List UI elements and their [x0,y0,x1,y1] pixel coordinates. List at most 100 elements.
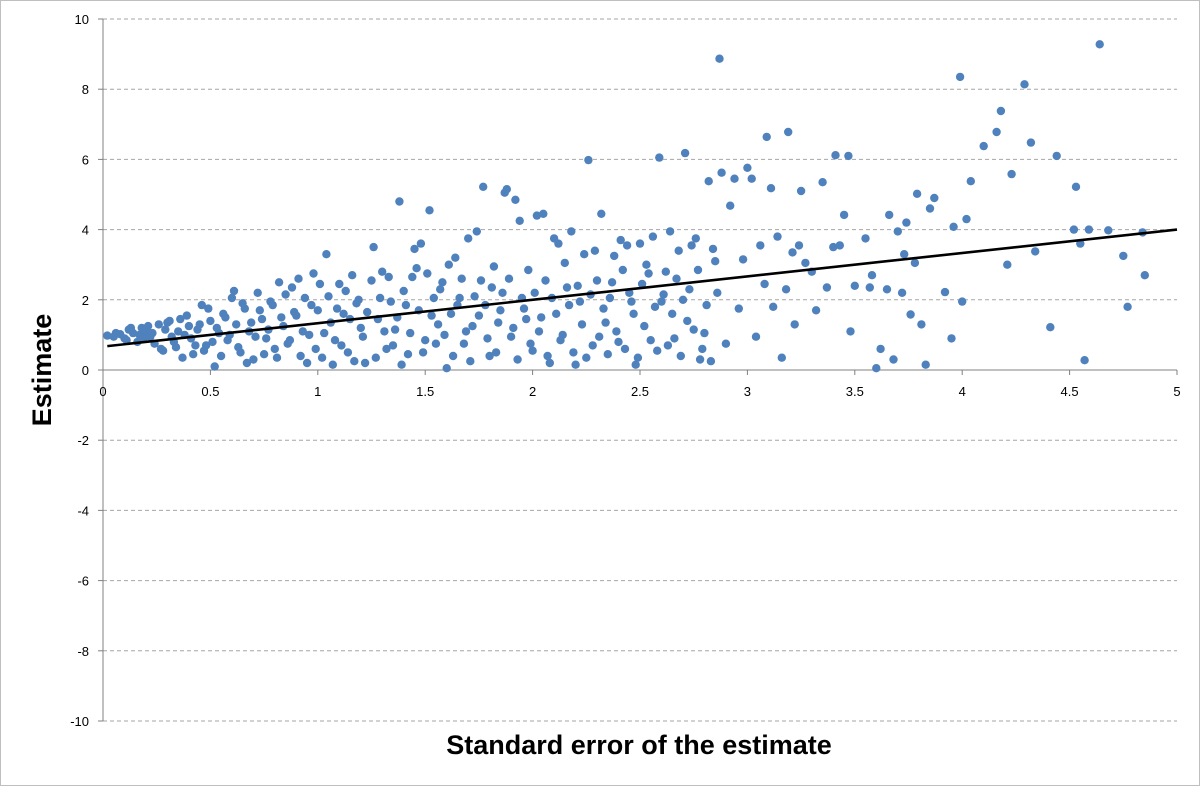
data-point [526,339,535,348]
data-point [966,177,975,186]
data-point [494,318,503,327]
data-point [629,309,638,318]
data-point [612,327,621,336]
data-point [1046,323,1055,332]
data-point [440,330,449,340]
data-point [307,300,316,310]
data-point [627,297,636,306]
data-point [687,241,696,250]
trendline-group [107,228,1178,348]
data-point [784,127,793,137]
data-point [676,351,685,361]
data-point [442,364,451,373]
data-point [268,300,277,310]
data-point [122,336,131,345]
data-point [646,336,655,345]
data-point [781,285,791,294]
x-tick-label: 5 [1173,384,1180,399]
data-point [451,253,460,262]
data-point [622,241,632,250]
data-point [818,178,827,187]
data-point [300,293,310,303]
data-point [706,357,716,366]
data-point [979,141,988,151]
data-point [829,242,838,252]
data-point [367,276,376,285]
data-point [208,337,217,347]
data-point [715,54,724,63]
data-point [695,355,705,364]
data-point [354,295,363,304]
data-point [532,211,542,220]
data-point [390,325,400,334]
data-point [906,310,915,319]
x-tick-label: 1.5 [416,384,434,399]
data-point [363,307,372,317]
data-point [165,316,174,326]
data-point [885,210,894,220]
data-point [232,320,241,329]
data-point [962,214,971,224]
data-point [889,355,898,364]
data-point [537,313,546,322]
data-point [704,177,713,186]
data-point [111,328,121,338]
data-point [524,265,533,275]
x-tick-label: 2.5 [631,384,649,399]
data-point [433,320,443,329]
data-point [174,327,183,336]
data-point [569,348,578,357]
y-tick-label: 0 [82,363,89,378]
data-point [339,309,348,318]
data-point [717,168,726,177]
data-point [564,300,574,310]
data-point [216,351,226,361]
data-point [670,334,679,343]
data-point [659,290,668,299]
data-point [635,239,645,248]
data-point [726,201,735,210]
data-point [693,265,703,275]
data-point [541,276,550,285]
data-point [788,248,797,257]
y-axis-title: Estimate [27,314,57,427]
data-point [281,290,290,299]
data-point [571,360,580,369]
data-point [408,272,417,282]
x-tick-label: 3.5 [846,384,864,399]
data-point [356,323,365,333]
data-point [253,288,262,297]
data-point [1084,225,1094,234]
data-point [350,357,359,366]
data-point [1071,182,1081,191]
data-point [348,271,357,280]
data-point [423,269,432,278]
data-point [403,350,413,359]
data-point [668,309,677,318]
data-point [476,276,486,285]
data-point [139,334,148,343]
data-point [143,321,153,331]
data-point [199,346,209,355]
x-tick-label: 2 [529,384,536,399]
data-point [644,269,653,278]
data-point [657,297,666,306]
data-point [1031,247,1040,256]
gridlines [103,18,1177,722]
data-point [311,344,320,354]
data-point [730,174,739,183]
axes [98,18,1178,722]
data-point [1104,226,1113,235]
data-point [844,151,853,161]
data-point [259,350,269,359]
y-tick-label: -2 [77,433,89,448]
data-point [711,257,720,266]
data-point [912,189,922,198]
data-point [850,281,859,290]
data-point [251,332,260,341]
data-point [751,332,761,341]
data-point [1123,302,1132,311]
data-point [637,279,647,289]
data-point [221,313,230,322]
